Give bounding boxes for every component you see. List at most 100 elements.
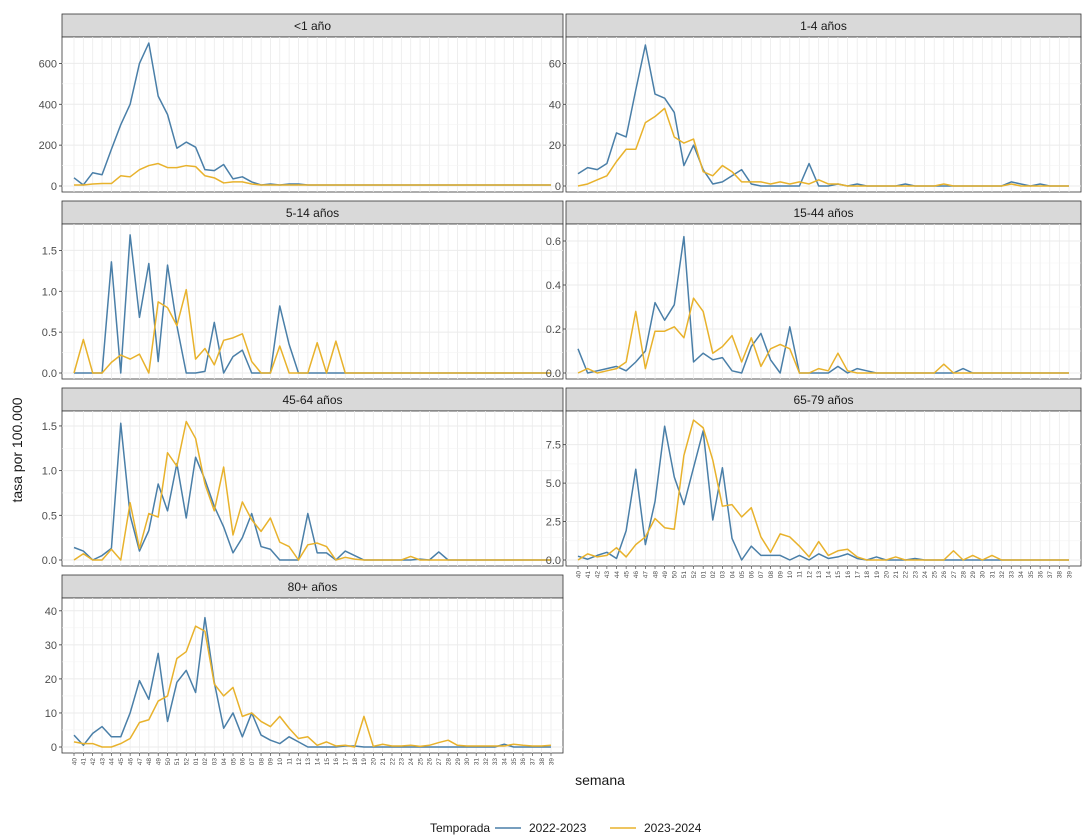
x-tick-label: 19 — [361, 758, 368, 766]
x-tick-label: 14 — [314, 758, 321, 766]
y-axis-title: tasa por 100.000 — [9, 397, 25, 502]
series-line-2022-2023-80plus-a-os — [73, 616, 551, 748]
x-tick-label: 52 — [691, 571, 698, 579]
x-tick-label: 12 — [296, 758, 303, 766]
x-tick-label: 34 — [1018, 571, 1025, 579]
x-tick-label: 41 — [81, 758, 88, 766]
x-tick-label: 03 — [212, 758, 219, 766]
y-tick-label: 40 — [45, 606, 57, 618]
plot-area-80plus-a-os — [61, 597, 564, 754]
series-line-2023-2024-80plus-a-os — [73, 625, 552, 748]
y-tick-label: 20 — [549, 140, 561, 152]
legend-title: Temporada — [430, 821, 490, 835]
x-tick-label: 02 — [202, 758, 209, 766]
plot-area-1-4-a-os — [565, 36, 1082, 193]
x-tick-label: 35 — [511, 758, 518, 766]
x-tick-label: 37 — [530, 758, 537, 766]
y-tick-label: 7.5 — [546, 440, 561, 452]
x-tick-label: 10 — [277, 758, 284, 766]
x-tick-label: 43 — [99, 758, 106, 766]
legend: Temporada 2022-2023 2023-2024 — [430, 821, 702, 835]
legend-label-2023-2024: 2023-2024 — [644, 821, 702, 835]
x-tick-label: 01 — [700, 571, 707, 579]
x-axis-title: semana — [575, 772, 625, 788]
y-tick-label: 1.5 — [42, 421, 57, 433]
x-tick-label: 28 — [960, 571, 967, 579]
y-tick-label: 1.5 — [42, 245, 57, 257]
series-line-2023-2024-lt1-a-o — [74, 162, 551, 186]
x-tick-label: 09 — [777, 571, 784, 579]
x-tick-label: 23 — [399, 758, 406, 766]
panel-5-14-a-os: 5-14 años 0.0 0.5 1.0 1.5 — [42, 200, 564, 380]
strip-label-lt1-a-o: <1 año — [294, 19, 331, 33]
x-tick-label: 47 — [137, 758, 144, 766]
x-tick-label: 39 — [548, 758, 555, 766]
x-tick-label: 16 — [333, 758, 340, 766]
y-tick-label: 0 — [51, 742, 57, 754]
x-tick-label: 45 — [623, 571, 630, 579]
strip-label-15-44-a-os: 15-44 años — [793, 206, 853, 220]
x-tick-label: 44 — [614, 571, 621, 579]
x-tick-label: 36 — [520, 758, 527, 766]
x-tick-label: 18 — [352, 758, 359, 766]
x-tick-label: 47 — [643, 571, 650, 579]
y-tick-label: 20 — [45, 674, 57, 686]
x-tick-label: 43 — [604, 571, 611, 579]
y-tick-label: 200 — [39, 140, 57, 152]
x-tick-label: 10 — [787, 571, 794, 579]
x-tick-label: 09 — [268, 758, 275, 766]
x-tick-label: 21 — [893, 571, 900, 579]
x-tick-label: 02 — [710, 571, 717, 579]
x-tick-label: 38 — [1057, 571, 1064, 579]
x-tick-label: 51 — [174, 758, 181, 766]
y-tick-label: 400 — [39, 99, 57, 111]
plot-area-15-44-a-os — [565, 223, 1082, 380]
y-tick-label: 0 — [555, 181, 561, 193]
x-tick-label: 49 — [155, 758, 162, 766]
legend-label-2022-2023: 2022-2023 — [529, 821, 587, 835]
x-tick-label: 11 — [286, 758, 293, 765]
x-tick-label: 42 — [595, 571, 602, 579]
x-tick-label: 36 — [1037, 571, 1044, 579]
x-tick-label: 27 — [951, 571, 958, 579]
x-tick-label: 25 — [932, 571, 939, 579]
x-tick-label: 17 — [343, 758, 350, 766]
x-tick-label: 17 — [854, 571, 861, 579]
x-tick-label: 26 — [427, 758, 434, 766]
x-tick-label: 06 — [240, 758, 247, 766]
y-tick-label: 0.0 — [546, 368, 561, 380]
strip-label-65-79-a-os: 65-79 años — [793, 393, 853, 407]
y-tick-label: 60 — [549, 58, 561, 70]
x-tick-label: 32 — [999, 571, 1006, 579]
plot-area-45-64-a-os — [61, 410, 564, 567]
y-tick-label: 0.4 — [546, 280, 561, 292]
y-tick-label: 0.0 — [42, 368, 57, 380]
x-tick-label: 18 — [864, 571, 871, 579]
x-tick-label: 13 — [305, 758, 312, 766]
plot-area-5-14-a-os — [61, 223, 564, 380]
series-line-2023-2024-15-44-a-os — [577, 297, 1069, 374]
panel-1-4-a-os: 1-4 años 0 20 40 60 — [549, 13, 1082, 193]
x-tick-label: 29 — [455, 758, 462, 766]
x-tick-label: 24 — [922, 571, 929, 579]
x-tick-label: 49 — [662, 571, 669, 579]
x-tick-label: 14 — [826, 571, 833, 579]
x-tick-label: 38 — [539, 758, 546, 766]
y-tick-label: 10 — [45, 708, 57, 720]
x-tick-label: 03 — [720, 571, 727, 579]
x-tick-label: 22 — [903, 571, 910, 579]
y-tick-label: 0.0 — [546, 555, 561, 567]
x-tick-label: 07 — [758, 571, 765, 579]
strip-label-1-4-a-os: 1-4 años — [800, 19, 847, 33]
x-tick-label: 51 — [681, 571, 688, 579]
x-tick-label: 29 — [970, 571, 977, 579]
x-tick-label: 32 — [483, 758, 490, 766]
x-tick-label: 16 — [845, 571, 852, 579]
series-line-2023-2024-65-79-a-os — [577, 419, 1069, 561]
x-tick-label: 23 — [912, 571, 919, 579]
series-line-2023-2024-45-64-a-os — [73, 420, 551, 561]
x-tick-label: 35 — [1028, 571, 1035, 579]
